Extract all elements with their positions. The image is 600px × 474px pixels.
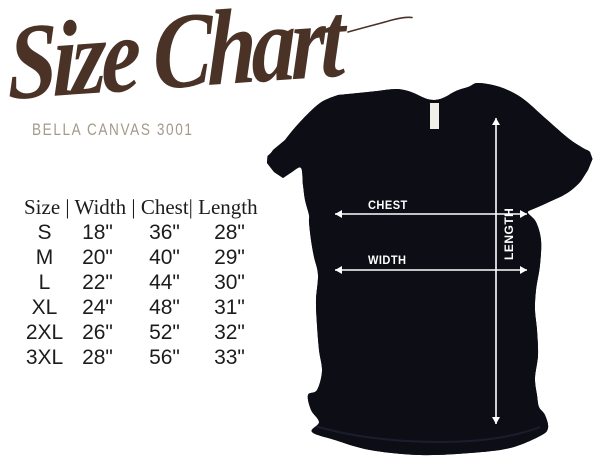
svg-text:LENGTH: LENGTH bbox=[502, 208, 516, 260]
